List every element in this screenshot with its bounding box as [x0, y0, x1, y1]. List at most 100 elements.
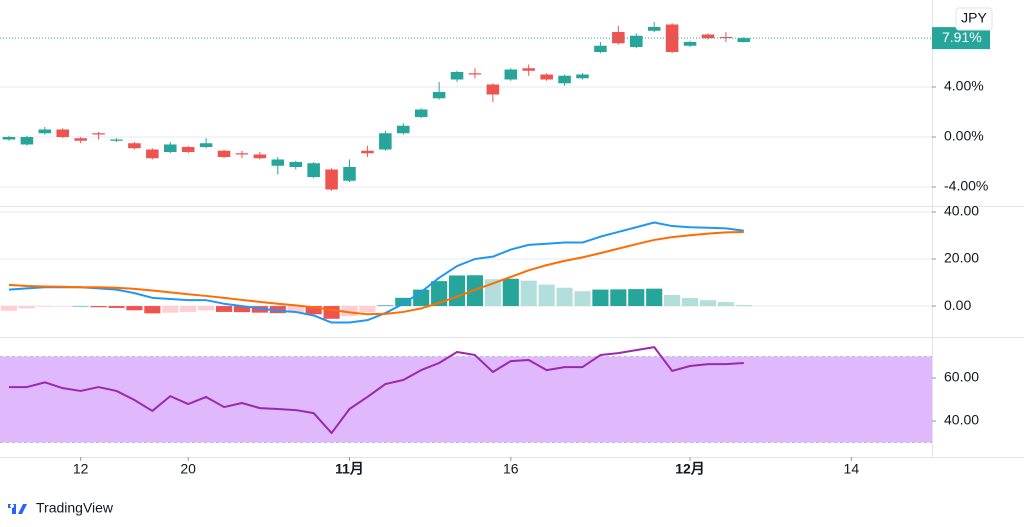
candle-body	[468, 73, 482, 75]
histogram-bar	[717, 302, 734, 307]
candle-body	[38, 129, 52, 134]
candle-body	[253, 154, 267, 159]
price-label-box	[932, 27, 990, 50]
candle-body	[146, 149, 159, 159]
histogram-bar	[735, 304, 752, 307]
logo-mark	[8, 504, 27, 514]
y-tick-label: 40.00	[944, 203, 979, 219]
histogram-bar	[574, 291, 591, 307]
x-tick-label: 14	[844, 461, 860, 477]
histogram-bar	[359, 306, 376, 312]
candle-body	[647, 27, 661, 31]
histogram-bar	[377, 305, 394, 307]
line	[8, 346, 744, 435]
candle-body	[379, 133, 392, 150]
histogram-bar	[287, 306, 304, 313]
overlay: 7.91% JPY	[932, 7, 993, 50]
histogram-bar	[108, 306, 125, 308]
histogram-bar	[699, 300, 717, 307]
brand-logo	[8, 504, 27, 514]
candle-body	[235, 153, 249, 155]
candle-body	[20, 137, 34, 145]
x-tick-label: 12月	[675, 461, 705, 477]
histogram-bar	[431, 281, 448, 307]
histogram-bar	[72, 306, 89, 307]
candle-body	[199, 143, 213, 147]
candle-body	[217, 150, 231, 157]
x-tick-label: 12	[73, 461, 89, 477]
histogram-bar	[502, 278, 519, 307]
histogram-bar	[610, 289, 627, 307]
histogram-bar	[126, 306, 143, 311]
histogram-bar	[448, 275, 466, 307]
histogram-bar	[556, 287, 573, 307]
candle-body	[504, 69, 518, 80]
histogram-bar	[664, 295, 681, 307]
candle-body	[450, 72, 464, 80]
histogram-bar	[54, 306, 71, 307]
candle-body	[163, 144, 177, 152]
line	[8, 221, 744, 324]
candle-body	[629, 35, 643, 47]
band	[0, 356, 932, 443]
x-tick-label: 11月	[335, 461, 364, 477]
candle-body	[414, 109, 428, 117]
histogram-bar	[269, 306, 286, 314]
y-tick-label: 20.00	[944, 250, 979, 266]
candle-body	[343, 167, 356, 181]
histogram-bar	[341, 306, 358, 317]
brand: TradingView	[36, 500, 114, 516]
histogram-bar	[395, 297, 412, 307]
histogram-bar	[323, 306, 340, 319]
candle-body	[271, 159, 285, 166]
histogram-bar	[305, 306, 322, 315]
candle-body	[92, 133, 105, 135]
candle-body	[576, 74, 589, 79]
plots: 4.00% 0.00% -4.00% 40.00 20.00 0.00 60.00 40.00…	[0, 22, 988, 477]
candle-body	[701, 34, 715, 39]
candle-body	[522, 68, 536, 71]
histogram-bar	[36, 306, 53, 307]
candle-body	[540, 74, 553, 80]
candle-body	[307, 163, 320, 177]
candle-body	[486, 84, 500, 95]
candle-body	[128, 143, 141, 149]
histogram-bar	[0, 306, 18, 311]
histogram-bar	[180, 306, 197, 312]
histogram-bar	[681, 298, 699, 307]
candle-body	[737, 38, 751, 42]
histogram-bar	[646, 288, 663, 307]
y-tick-label: 0.00%	[944, 128, 984, 144]
y-tick-label: 0.00	[944, 297, 971, 313]
y-tick-label: -4.00%	[944, 178, 988, 194]
candle-body	[594, 45, 607, 52]
histogram-bar	[198, 306, 215, 311]
y-tick-label: 4.00%	[944, 78, 984, 94]
y-tick-label: 40.00	[944, 412, 979, 428]
candle-body	[719, 37, 733, 38]
candle-body	[181, 147, 195, 152]
histogram-bar	[162, 306, 179, 313]
candle-body	[110, 139, 123, 141]
candle-body	[361, 150, 374, 154]
histogram-bar	[90, 306, 107, 308]
price-label: 7.91%	[942, 29, 982, 45]
histogram-bar	[233, 306, 251, 313]
histogram-bar	[538, 284, 555, 307]
candle-body	[289, 162, 303, 167]
histogram-bar	[520, 280, 537, 307]
x-tick-label: 16	[503, 461, 519, 477]
candle-body	[2, 137, 16, 140]
histogram-bar	[18, 306, 35, 309]
y-tick-label: 60.00	[944, 369, 979, 385]
histogram-bar	[628, 289, 645, 307]
candle-body	[74, 138, 87, 141]
currency-box	[955, 7, 993, 31]
histogram-bar	[215, 306, 233, 312]
histogram-bar	[144, 306, 161, 314]
line	[8, 230, 744, 316]
candle-body	[325, 169, 338, 190]
candle-body	[683, 42, 697, 46]
x-tick-label: 20	[180, 461, 196, 477]
